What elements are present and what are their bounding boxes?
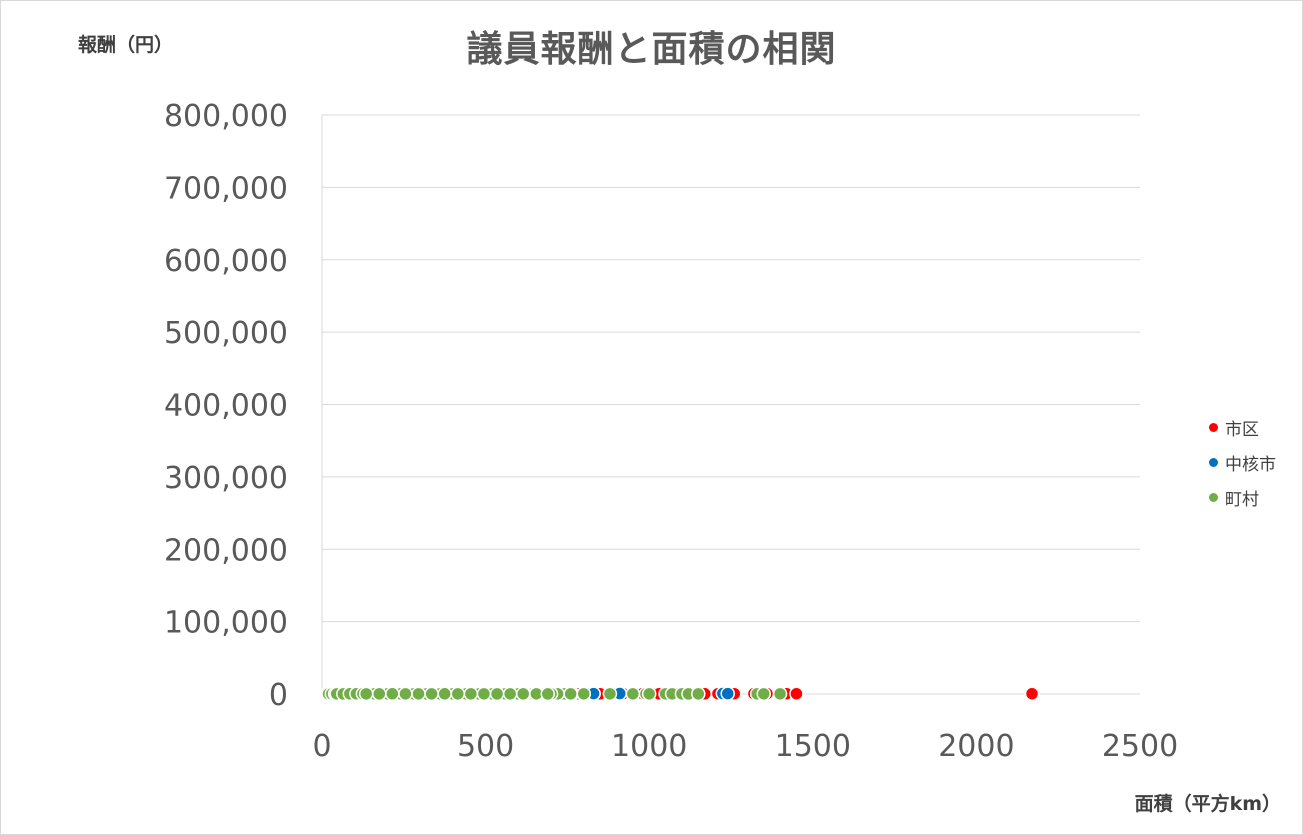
y-tick-label: 200,000 xyxy=(164,533,288,568)
data-point xyxy=(424,686,439,702)
legend-marker xyxy=(1208,457,1219,468)
legend-label: 中核市 xyxy=(1225,455,1276,475)
y-tick-label: 800,000 xyxy=(164,99,288,134)
data-point xyxy=(641,686,657,702)
data-point xyxy=(515,686,531,702)
y-tick-label: 600,000 xyxy=(164,244,288,279)
x-tick-label: 0 xyxy=(312,729,331,764)
data-point xyxy=(625,686,641,702)
chart-title: 議員報酬と面積の相関 xyxy=(466,29,837,70)
data-point xyxy=(1024,686,1040,701)
data-point xyxy=(502,686,518,702)
data-point xyxy=(756,686,771,702)
data-point xyxy=(437,686,452,702)
x-tick-label: 2000 xyxy=(938,729,1014,764)
data-point xyxy=(720,686,735,701)
gridlines xyxy=(322,114,1140,623)
x-tick-label: 1500 xyxy=(775,729,851,764)
x-tick-label: 1000 xyxy=(611,729,687,764)
legend-item: 中核市 xyxy=(1208,445,1276,480)
y-tick-label: 500,000 xyxy=(164,316,288,351)
legend-marker xyxy=(1208,492,1219,503)
legend-marker xyxy=(1208,422,1219,433)
x-tick-label: 2500 xyxy=(1102,729,1178,764)
data-point xyxy=(602,686,618,702)
data-point xyxy=(372,686,387,702)
legend-label: 町村 xyxy=(1225,490,1259,510)
y-axis-label: 報酬（円） xyxy=(78,34,174,56)
data-point xyxy=(385,686,400,702)
y-tick-label: 700,000 xyxy=(164,171,288,206)
data-point xyxy=(540,686,556,702)
legend-item: 市区 xyxy=(1208,410,1276,445)
y-tick-label: 300,000 xyxy=(164,461,288,496)
data-point xyxy=(358,686,374,702)
data-point xyxy=(411,686,426,702)
data-point xyxy=(563,686,578,702)
data-points xyxy=(319,686,1040,702)
x-tick-label: 500 xyxy=(457,729,514,764)
legend-item: 町村 xyxy=(1208,480,1276,515)
series-町村 xyxy=(319,686,788,702)
data-point xyxy=(772,686,788,702)
x-tick-labels: 0 500 1000 1500 2000 2500 xyxy=(312,729,1178,764)
data-point xyxy=(463,686,479,702)
y-tick-labels: 0 100,000 200,000 300,000 400,000 500,000 600,… xyxy=(164,99,288,713)
y-tick-label: 100,000 xyxy=(164,606,288,641)
data-point xyxy=(476,686,492,702)
data-point xyxy=(691,686,706,702)
data-point xyxy=(450,686,466,702)
data-point xyxy=(576,686,592,702)
legend-label: 市区 xyxy=(1225,420,1259,440)
x-axis-label: 面積（平方km） xyxy=(1134,793,1281,815)
data-point xyxy=(489,686,505,702)
data-point xyxy=(789,686,804,701)
y-tick-label: 0 xyxy=(269,678,288,713)
data-point xyxy=(398,686,413,702)
y-tick-label: 400,000 xyxy=(164,389,288,424)
legend: 市区 中核市 町村 xyxy=(1208,410,1276,515)
